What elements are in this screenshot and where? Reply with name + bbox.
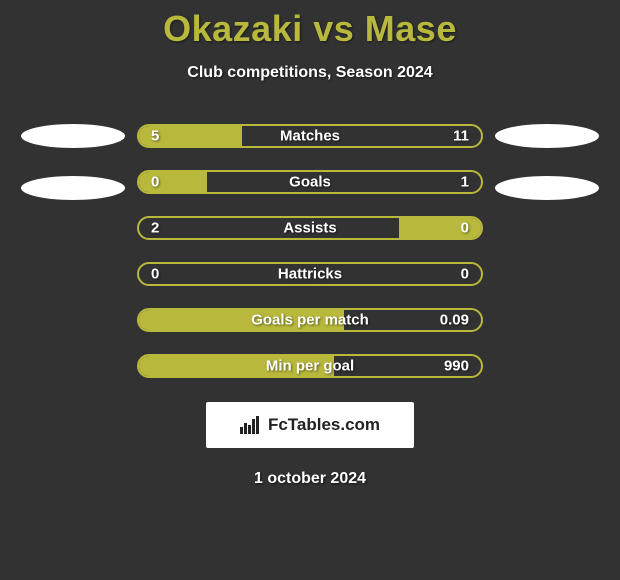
stat-bars: 5 Matches 11 0 Goals 1 2 Assists 0 — [137, 124, 483, 378]
stat-label: Assists — [283, 220, 336, 237]
stat-bar-goals-per-match: Goals per match 0.09 — [137, 308, 483, 332]
stat-bar-hattricks: 0 Hattricks 0 — [137, 262, 483, 286]
vs-text: vs — [313, 8, 354, 49]
stat-label: Min per goal — [266, 358, 354, 375]
player1-team-avatar — [21, 176, 125, 200]
page-title: Okazaki vs Mase — [163, 8, 457, 50]
stat-value-left: 0 — [151, 266, 159, 283]
player2-name: Mase — [365, 8, 457, 49]
fctables-logo: FcTables.com — [206, 402, 414, 448]
player1-avatar — [21, 124, 125, 148]
right-avatar-column — [483, 124, 611, 200]
stat-label: Goals per match — [251, 312, 369, 329]
stat-value-right: 0 — [461, 266, 469, 283]
stat-bar-goals: 0 Goals 1 — [137, 170, 483, 194]
stat-label: Hattricks — [278, 266, 342, 283]
subtitle: Club competitions, Season 2024 — [187, 64, 432, 82]
player2-team-avatar — [495, 176, 599, 200]
player1-name: Okazaki — [163, 8, 303, 49]
root: Okazaki vs Mase Club competitions, Seaso… — [0, 0, 620, 488]
stat-value-right: 0 — [461, 220, 469, 237]
stat-value-right: 0.09 — [440, 312, 469, 329]
bar-fill-left — [139, 172, 207, 192]
stat-value-right: 1 — [461, 174, 469, 191]
logo-text: FcTables.com — [268, 415, 380, 435]
stat-bar-matches: 5 Matches 11 — [137, 124, 483, 148]
bar-chart-icon — [240, 416, 262, 434]
stat-bar-min-per-goal: Min per goal 990 — [137, 354, 483, 378]
stat-value-right: 11 — [453, 128, 469, 145]
stats-block: 5 Matches 11 0 Goals 1 2 Assists 0 — [0, 124, 620, 378]
stat-value-right: 990 — [444, 358, 469, 375]
player2-avatar — [495, 124, 599, 148]
stat-value-left: 2 — [151, 220, 159, 237]
stat-bar-assists: 2 Assists 0 — [137, 216, 483, 240]
stat-value-left: 0 — [151, 174, 159, 191]
left-avatar-column — [9, 124, 137, 200]
stat-label: Goals — [289, 174, 331, 191]
stat-label: Matches — [280, 128, 340, 145]
stat-value-left: 5 — [151, 128, 159, 145]
date-label: 1 october 2024 — [254, 470, 366, 488]
